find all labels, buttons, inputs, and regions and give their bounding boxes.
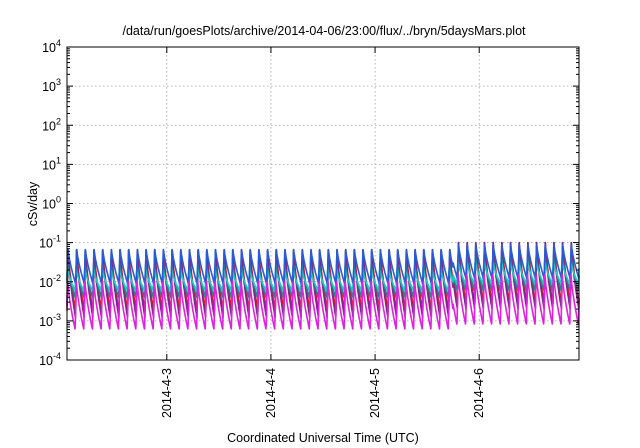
y-tick-label: 100 (42, 195, 61, 212)
chart-title: /data/run/goesPlots/archive/2014-04-06/2… (122, 24, 526, 38)
y-tick-label: 10-1 (39, 234, 61, 251)
y-tick-label: 103 (42, 77, 61, 94)
y-tick-label: 102 (42, 116, 61, 133)
y-tick-label: 10-4 (39, 351, 61, 368)
y-tick-label: 10-2 (39, 273, 61, 290)
x-axis: 2014-4-3 2014-4-4 2014-4-5 2014-4-6 (160, 47, 486, 418)
y-tick-label: 101 (42, 155, 61, 172)
y-axis: 10-4 10-3 10-2 10-1 100 101 102 103 104 (39, 38, 579, 368)
series-line-6 (66, 273, 580, 330)
x-tick-label: 2014-4-5 (368, 368, 382, 418)
y-tick-label: 104 (42, 38, 61, 55)
series-line-5 (66, 243, 580, 284)
series-group (66, 241, 580, 330)
y-tick-label: 10-3 (39, 312, 61, 329)
x-tick-label: 2014-4-6 (472, 368, 486, 418)
x-tick-label: 2014-4-3 (160, 368, 174, 418)
y-axis-label: cSv/day (26, 181, 40, 226)
x-axis-label: Coordinated Universal Time (UTC) (227, 431, 419, 445)
x-tick-label: 2014-4-4 (264, 368, 278, 418)
series-line-4 (66, 260, 580, 291)
